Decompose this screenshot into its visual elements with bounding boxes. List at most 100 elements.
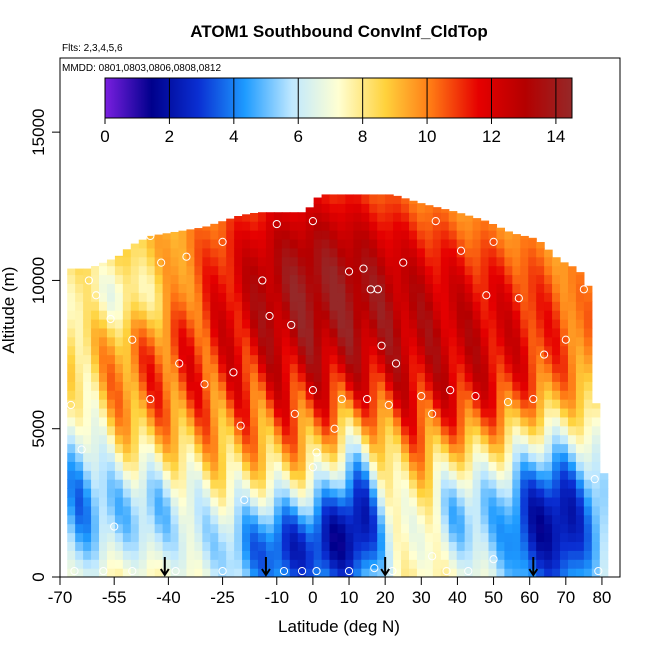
heatmap-cell <box>361 523 370 534</box>
heatmap-cell <box>377 301 386 311</box>
heatmap-cell <box>91 568 100 577</box>
heatmap-cell <box>146 559 156 569</box>
heatmap-cell <box>432 238 442 249</box>
heatmap-cell <box>552 318 561 329</box>
heatmap-cell <box>313 523 323 534</box>
heatmap-cell <box>464 425 474 436</box>
observation-point <box>99 566 108 576</box>
heatmap-cell <box>432 345 442 356</box>
heatmap-cell <box>583 390 593 400</box>
observation-point <box>590 475 599 484</box>
heatmap-cell <box>75 318 84 329</box>
heatmap-cell <box>91 425 100 436</box>
heatmap-cell <box>583 479 593 489</box>
heatmap-cell <box>560 265 569 276</box>
heatmap-cell <box>496 363 505 373</box>
heatmap-cell <box>305 363 315 373</box>
observation-point <box>446 386 455 395</box>
heatmap-cell <box>162 559 172 569</box>
heatmap-cell <box>234 532 243 543</box>
heatmap-cell <box>472 532 482 543</box>
heatmap-cell <box>321 274 331 284</box>
heatmap-cell <box>512 234 521 240</box>
heatmap-cell <box>234 514 243 525</box>
heatmap-cell <box>146 336 156 347</box>
heatmap-cell <box>329 523 339 534</box>
heatmap-cell <box>226 416 235 427</box>
heatmap-cell <box>544 496 553 507</box>
heatmap-cell <box>512 292 521 302</box>
heatmap-cell <box>273 301 283 311</box>
heatmap-cell <box>432 407 442 418</box>
heatmap-cell <box>250 523 259 534</box>
heatmap-cell <box>353 559 362 569</box>
heatmap-cell <box>329 327 339 338</box>
heatmap-cell <box>464 327 474 338</box>
heatmap-cell <box>583 381 593 391</box>
heatmap-cell <box>242 265 251 276</box>
x-axis: -70 -55 -40 -25 -10 0 10 20 30 40 50 60 70 80 <box>48 577 611 607</box>
heatmap-cell <box>369 283 378 293</box>
observation-point <box>236 421 245 430</box>
heatmap-cell <box>210 345 219 356</box>
x-tick-label: -10 <box>264 588 289 607</box>
heatmap-cell <box>178 256 188 267</box>
heatmap-cell <box>281 372 291 382</box>
heatmap-cell <box>536 443 545 454</box>
heatmap-cell <box>456 559 466 569</box>
heatmap-cell <box>321 345 331 356</box>
heatmap-cell <box>353 256 362 267</box>
observation-point <box>287 320 296 330</box>
heatmap-cell <box>218 568 227 577</box>
observation-point <box>337 394 346 404</box>
heatmap-cell <box>226 247 235 258</box>
heatmap-cell <box>122 514 132 525</box>
heatmap-cell <box>520 541 529 551</box>
heatmap-cell <box>106 470 116 480</box>
heatmap-cell <box>488 479 498 489</box>
heatmap-cell <box>67 318 76 329</box>
heatmap-cell <box>122 505 132 516</box>
heatmap-cell <box>178 238 188 249</box>
heatmap-cell <box>432 416 442 427</box>
heatmap-cell <box>170 505 180 516</box>
heatmap-cell <box>329 292 339 302</box>
heatmap-cell <box>520 452 529 462</box>
heatmap-cell <box>273 247 283 258</box>
heatmap-cell <box>353 505 362 516</box>
heatmap-cell <box>409 407 418 418</box>
heatmap-cell <box>170 532 180 543</box>
heatmap-cell <box>99 514 108 525</box>
heatmap-cell <box>138 470 148 480</box>
heatmap-cell <box>226 292 235 302</box>
heatmap-cell <box>583 327 593 338</box>
heatmap-cell <box>552 452 561 462</box>
heatmap-cell <box>575 488 585 498</box>
heatmap-cell <box>67 416 76 427</box>
heatmap-cell <box>583 434 593 445</box>
heatmap-cell <box>138 496 148 507</box>
heatmap-cell <box>194 479 203 489</box>
heatmap-cell <box>273 514 283 525</box>
heatmap-cell <box>194 434 203 445</box>
heatmap-cell <box>544 372 553 382</box>
heatmap-cell <box>345 256 354 267</box>
heatmap-cell <box>250 318 259 329</box>
heatmap-cell <box>480 488 490 498</box>
heatmap-cell <box>480 541 490 551</box>
observation-point <box>417 391 426 401</box>
heatmap-cell <box>567 541 577 551</box>
heatmap-cell <box>146 407 156 418</box>
heatmap-cell <box>345 221 354 231</box>
heatmap-cell <box>186 559 195 569</box>
heatmap-cell <box>297 336 307 347</box>
heatmap-cell <box>424 318 434 329</box>
heatmap-cell <box>297 496 307 507</box>
heatmap-cell <box>186 265 195 276</box>
heatmap-cell <box>186 274 195 284</box>
heatmap-cell <box>464 416 474 427</box>
heatmap-cell <box>305 372 315 382</box>
heatmap-cell <box>265 310 275 320</box>
heatmap-cell <box>178 550 188 560</box>
heatmap-cell <box>424 221 434 231</box>
